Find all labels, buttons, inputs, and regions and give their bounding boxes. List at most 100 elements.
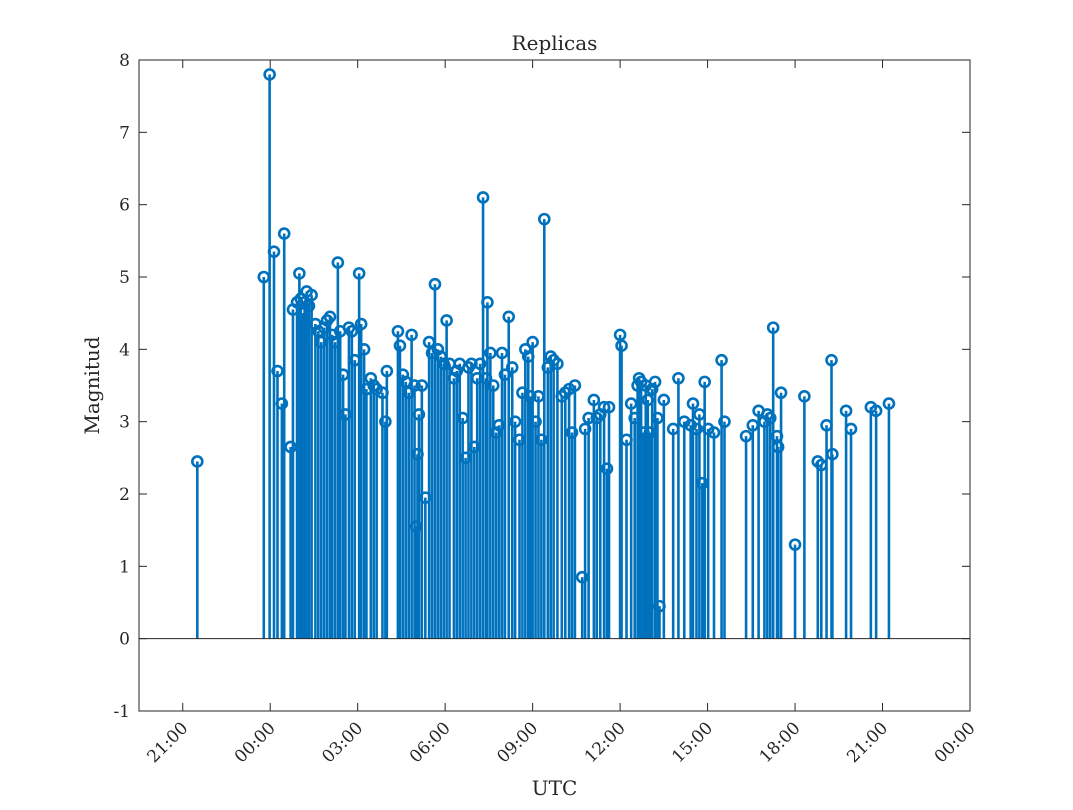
stem-marker [428,277,442,291]
stem-marker [408,379,421,392]
stem-marker [473,357,487,371]
stem-marker [339,408,352,421]
stem-marker [505,361,519,374]
stem-marker [523,390,537,403]
y-tick-label: 8 [119,51,130,71]
stem-marker [271,364,284,378]
y-tick-label: 6 [119,196,130,216]
stem-marker [440,314,453,327]
stem-marker [766,321,780,334]
stem-marker [364,371,378,385]
stem-marker [771,440,785,454]
stem-marker [277,227,291,240]
stem-marker [263,68,276,81]
stem-marker [826,447,839,461]
stem-marker [380,364,394,378]
stem-marker [481,296,494,309]
stem-marker [345,324,359,338]
stem-marker [651,411,664,425]
stem-marker [565,426,579,439]
stem-marker [284,440,297,454]
stem-marker [526,335,539,349]
stem-marker [798,390,811,403]
stem-marker [502,310,516,324]
stem-marker [788,538,802,551]
stem-marker [672,371,685,385]
stem-marker [412,408,426,421]
stem-marker [529,415,542,428]
stem-marker [575,570,589,584]
stem-marker [354,317,368,331]
stem-marker [600,462,614,475]
stem-marker [568,379,582,392]
stem-marker [698,375,711,389]
stem-marker [331,256,345,269]
stem-marker [869,404,883,418]
stem-marker [415,379,429,392]
y-tick-label: 2 [119,485,130,505]
stem-marker [551,357,564,371]
stem-marker [739,429,753,443]
x-axis-title: UTC [532,776,578,800]
stem-marker [537,212,551,226]
stem-marker [323,310,337,324]
stem-marker [763,411,777,425]
y-tick-label: 7 [119,123,130,143]
stem-marker [825,353,838,367]
stem-marker [405,328,418,342]
stem-marker [191,455,204,468]
x-tick-label: 18:00 [756,718,805,767]
stem-marker [774,386,788,400]
stem-marker [293,267,306,280]
stem-marker [305,288,318,302]
stem-marker [844,422,858,436]
stem-marker [352,267,366,280]
stem-marker [686,397,700,410]
y-tick-label: 4 [119,340,130,360]
y-tick-label: 1 [119,557,130,577]
stem-marker [578,422,592,436]
stem-marker [519,343,532,356]
x-tick-label: 03:00 [318,718,367,767]
stem-marker [657,393,671,407]
stem-marker [882,397,896,410]
stem-marker [484,346,497,360]
y-tick-label: 0 [119,630,130,650]
stem-marker [690,422,703,436]
y-tick-label: 3 [119,413,130,433]
x-tick-label: 00:00 [231,718,280,767]
stem-marker [391,324,405,338]
stem-marker [535,433,548,447]
x-tick-label: 12:00 [581,718,630,767]
stem-marker [357,343,371,356]
stem-marker [450,364,464,378]
y-tick-label: 5 [119,268,130,288]
stem-marker [602,400,616,414]
stem-marker [396,368,410,381]
x-tick-label: 09:00 [493,718,542,767]
chart-title: Replicas [512,31,598,55]
x-tick-label: 15:00 [668,718,717,767]
stem-marker [508,415,522,428]
stem-marker [718,415,731,428]
stem-marker [839,404,853,418]
stem-marker [624,397,638,410]
stem-marker [707,426,721,439]
stem-marker [648,375,662,389]
x-tick-label: 21:00 [843,718,892,767]
stem-marker [267,245,281,258]
stem-marker [495,346,509,360]
stem-marker [486,379,500,392]
y-tick-label: -1 [113,702,130,722]
y-axis-title: Magnitud [80,336,104,434]
x-tick-label: 00:00 [931,718,980,767]
x-tick-label: 06:00 [406,718,455,767]
stem-marker [476,191,490,204]
stem-marker [379,415,392,428]
stem-marker [615,339,628,353]
stem-marker [645,382,659,396]
x-tick-label: 21:00 [143,718,192,767]
stems-layer [191,68,896,639]
stem-marker [431,343,445,356]
